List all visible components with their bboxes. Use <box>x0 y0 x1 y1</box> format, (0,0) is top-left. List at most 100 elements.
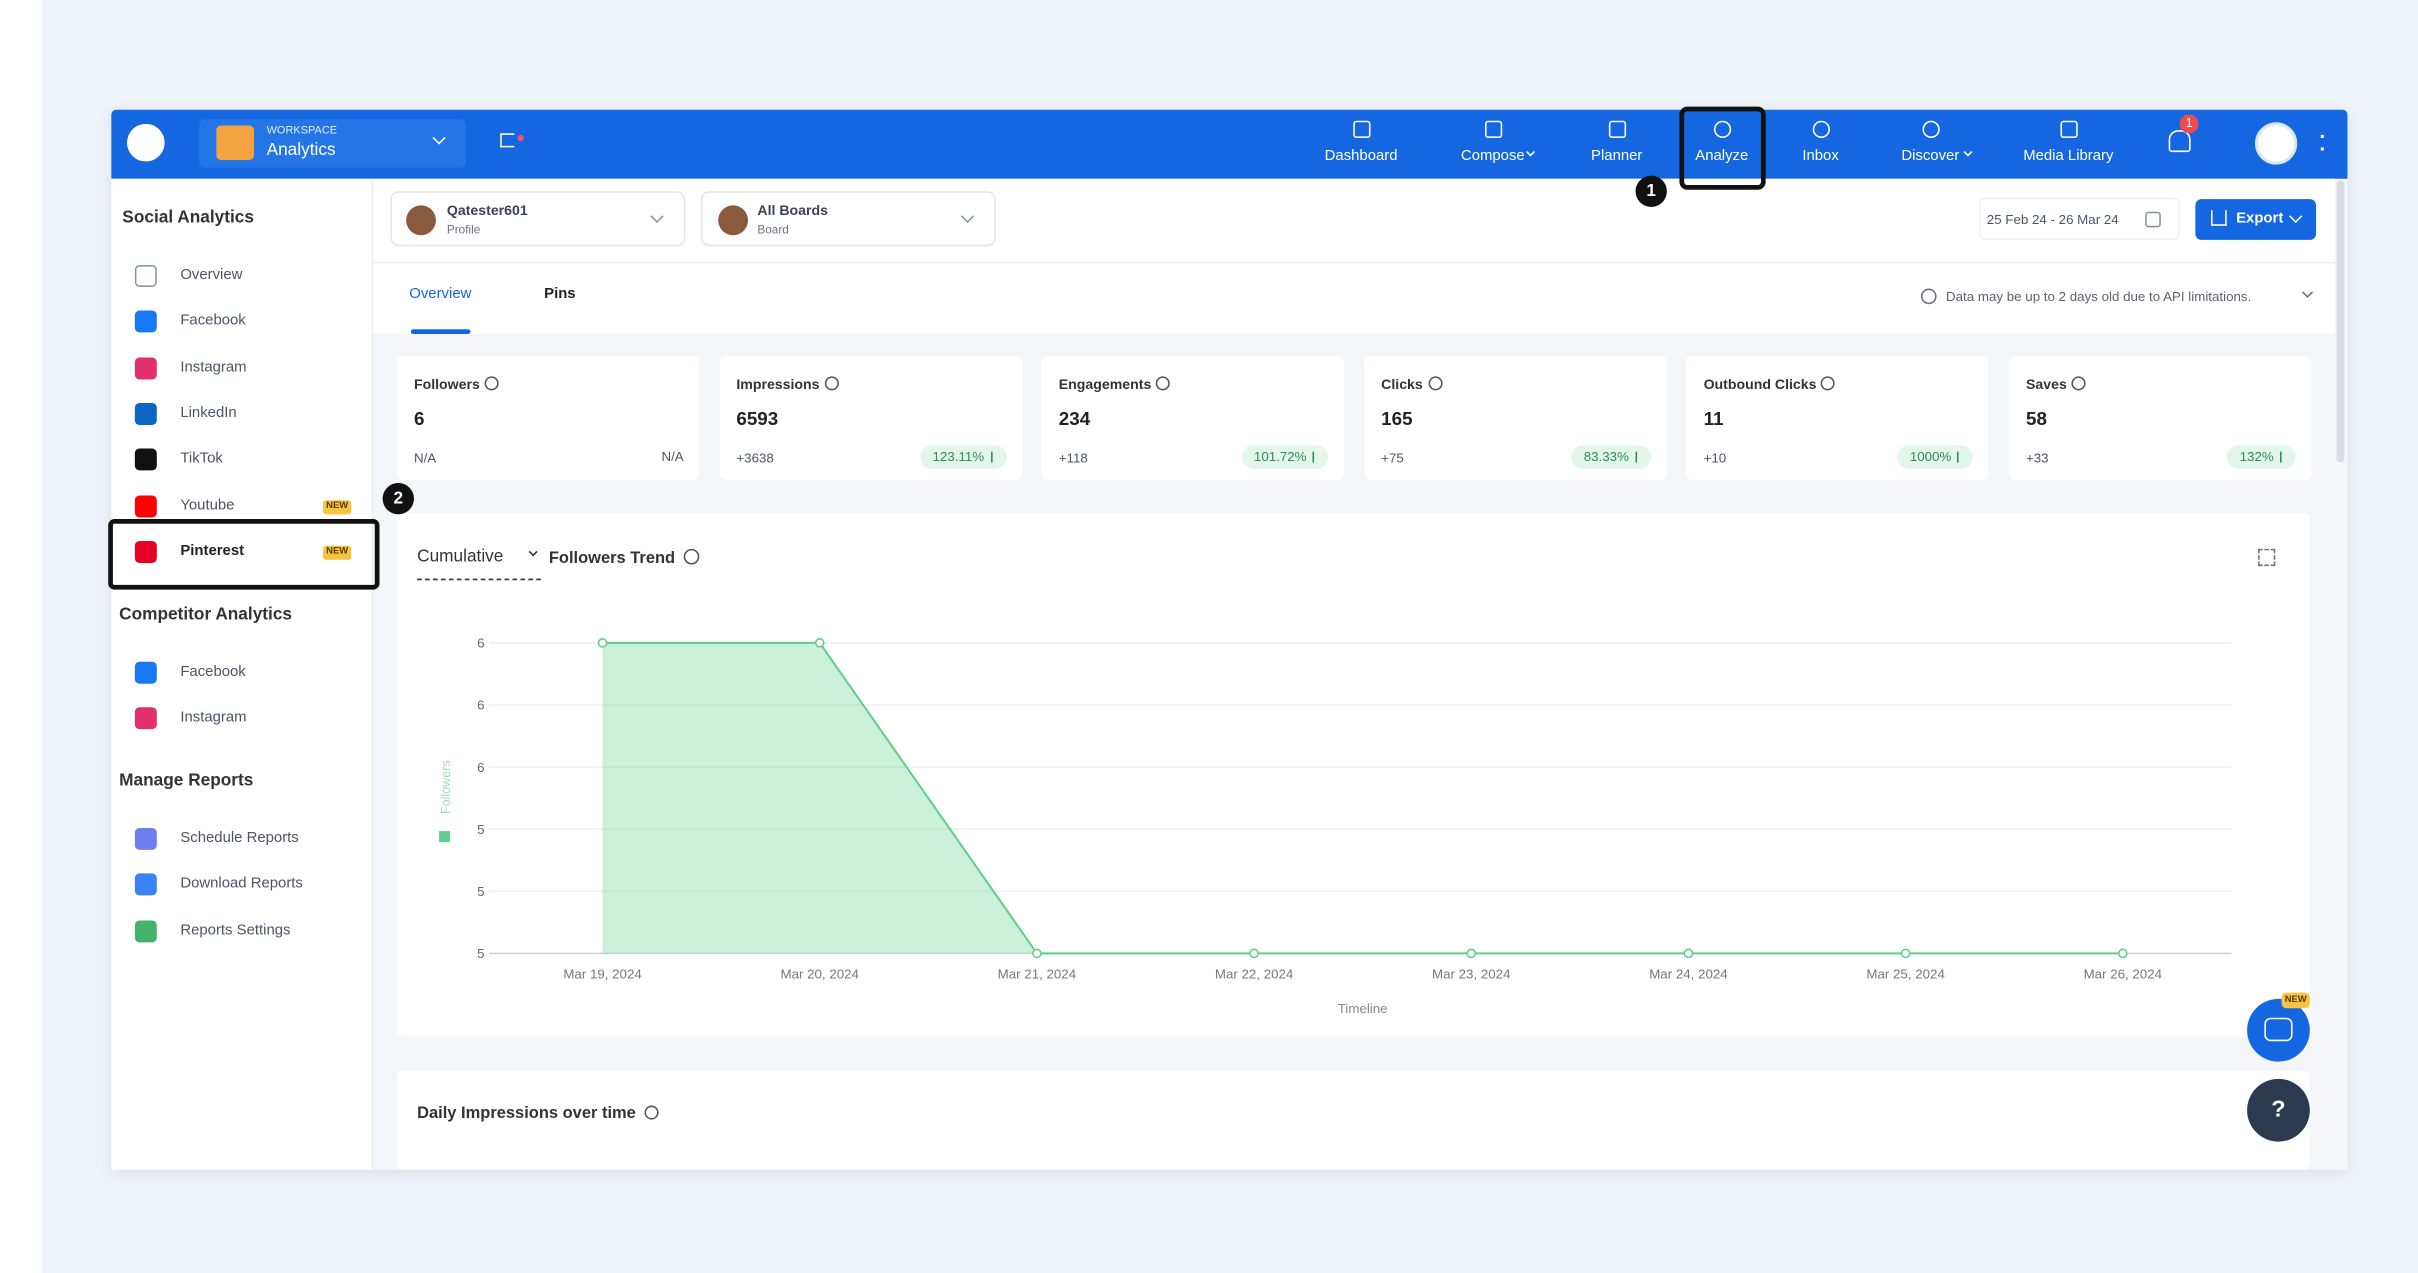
up-arrow <box>1635 451 1637 463</box>
nav-icon <box>1353 120 1371 138</box>
analyze-highlight <box>1679 106 1766 190</box>
profile-select[interactable] <box>390 191 686 247</box>
profile-name: Qatester601 <box>446 202 528 218</box>
help-icon <box>683 548 700 565</box>
nav-label[interactable]: Dashboard <box>1324 147 1398 165</box>
tab[interactable]: Pins <box>544 285 576 303</box>
platform-icon <box>134 448 157 471</box>
platform-icon <box>134 707 157 730</box>
nav-item[interactable]: Instagram <box>180 708 247 727</box>
nav-label[interactable]: Discover <box>1901 147 1960 165</box>
nav-item[interactable]: Schedule Reports <box>180 829 299 847</box>
flag-icon[interactable] <box>500 133 515 148</box>
export-label: Export <box>2236 210 2284 228</box>
section-title: Competitor Analytics <box>119 604 293 624</box>
nav-icon <box>2060 120 2078 138</box>
platform-icon <box>134 310 157 333</box>
new-badge: NEW <box>323 545 352 560</box>
chart-title: Followers Trend <box>548 548 676 568</box>
mode-underline <box>417 578 541 581</box>
nav-item[interactable]: Pinterest <box>180 542 245 560</box>
nav-icon <box>1922 120 1940 138</box>
avatar[interactable] <box>2254 122 2298 165</box>
workspace-name: Analytics <box>266 141 336 160</box>
board-name: All Boards <box>757 202 828 218</box>
nav-icon <box>1812 120 1830 138</box>
stat-percent: N/A <box>661 448 684 465</box>
stat-label: Followers <box>413 376 480 393</box>
platform-icon <box>134 919 157 942</box>
stat-change: +118 <box>1058 450 1088 466</box>
stat-value: 234 <box>1058 407 1091 430</box>
stat-label: Clicks <box>1381 376 1423 393</box>
chart-mode[interactable]: Cumulative <box>417 547 504 567</box>
stat-value: 58 <box>2025 407 2047 430</box>
board-type: Board <box>757 222 789 237</box>
nav-item[interactable]: Instagram <box>180 358 247 376</box>
nav-item[interactable]: Youtube <box>180 496 235 514</box>
up-arrow <box>2280 451 2282 463</box>
api-notice: Data may be up to 2 days old due to API … <box>1946 288 2252 305</box>
nav-item[interactable]: TikTok <box>180 450 223 468</box>
up-arrow <box>1957 451 1960 463</box>
nav-label[interactable]: Media Library <box>2023 147 2114 165</box>
nav-label[interactable]: Analyze <box>1695 147 1749 165</box>
logo[interactable] <box>127 123 165 162</box>
info-icon <box>1920 288 1937 305</box>
stat-value: 11 <box>1703 407 1724 430</box>
stat-label: Outbound Clicks <box>1703 376 1817 393</box>
stat-change: +10 <box>1703 450 1727 466</box>
board-select[interactable] <box>700 191 996 247</box>
annotation-marker: 2 <box>382 482 414 515</box>
help-icon <box>644 1105 659 1120</box>
calendar-icon <box>2145 211 2161 228</box>
nav-item[interactable]: Download Reports <box>180 875 303 893</box>
tab-bar <box>373 263 2335 335</box>
stat-label: Impressions <box>736 376 820 393</box>
nav-label[interactable]: Compose <box>1460 147 1525 165</box>
new-badge: NEW <box>323 499 352 514</box>
stat-value: 6 <box>413 407 425 430</box>
section-title: Manage Reports <box>119 771 254 791</box>
nav-item[interactable]: Facebook <box>180 662 246 681</box>
help-button[interactable]: ? <box>2247 1078 2310 1142</box>
stat-change: +3638 <box>736 450 774 466</box>
scrollbar <box>2336 180 2345 463</box>
stat-percent: 132% <box>2227 445 2296 469</box>
tab-underline <box>410 329 471 335</box>
bell[interactable] <box>2168 130 2191 153</box>
download-icon <box>2211 210 2227 226</box>
stat-percent: 83.33% <box>1571 445 1651 469</box>
pinterest-highlight <box>108 519 380 590</box>
stat-label: Engagements <box>1058 376 1152 393</box>
nav-item[interactable]: Reports Settings <box>180 921 291 939</box>
more-menu[interactable] <box>2320 134 2324 151</box>
card-title: Daily Impressions over time <box>417 1103 636 1123</box>
help-icon <box>484 376 499 391</box>
nav-label[interactable]: Planner <box>1591 147 1643 165</box>
stat-change: +75 <box>1381 450 1404 466</box>
nav-item[interactable]: LinkedIn <box>180 404 237 422</box>
fullscreen-icon[interactable] <box>2258 548 2276 567</box>
assistant-icon <box>2264 1017 2293 1042</box>
assistant-button[interactable] <box>2247 998 2310 1062</box>
nav-label[interactable]: Inbox <box>1802 147 1839 165</box>
tab[interactable]: Overview <box>409 285 472 303</box>
workspace-icon <box>216 125 255 160</box>
platform-icon <box>134 265 157 287</box>
nav-item[interactable]: Facebook <box>180 312 246 330</box>
stat-card <box>396 355 700 480</box>
stat-change: +33 <box>2025 450 2049 466</box>
stat-value: 165 <box>1381 407 1413 430</box>
help-icon <box>1428 376 1443 391</box>
nav-item[interactable]: Overview <box>180 266 243 284</box>
export-button[interactable] <box>2195 199 2317 240</box>
platform-icon <box>134 540 157 563</box>
filter-bar <box>373 178 2335 264</box>
stat-percent: 123.11% <box>919 445 1007 469</box>
date-range: 25 Feb 24 - 26 Mar 24 <box>1986 211 2119 228</box>
profile-type: Profile <box>446 222 481 237</box>
date-picker[interactable] <box>1978 197 2180 240</box>
